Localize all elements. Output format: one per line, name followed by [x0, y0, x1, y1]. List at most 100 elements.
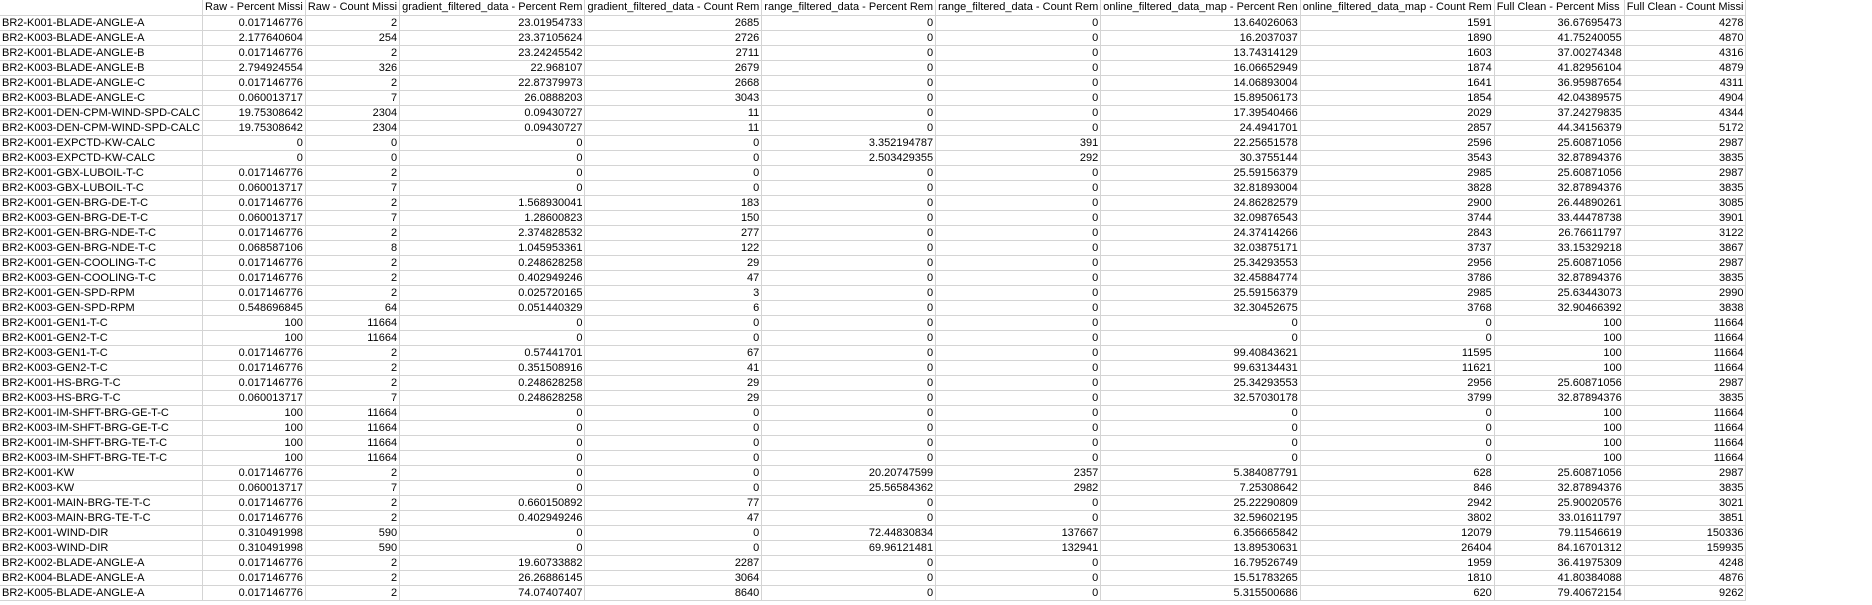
- cell-fullclean-count-missing[interactable]: 3867: [1624, 240, 1747, 256]
- cell-online-count-removed[interactable]: 2942: [1300, 495, 1495, 511]
- cell-gradient-percent-removed[interactable]: 26.0888203: [399, 90, 586, 106]
- cell-range-percent-removed[interactable]: 0: [761, 450, 937, 466]
- cell-gradient-percent-removed[interactable]: 0: [399, 480, 586, 496]
- cell-range-percent-removed[interactable]: 0: [761, 285, 937, 301]
- cell-raw-percent-missing[interactable]: 0.068587106: [202, 240, 306, 256]
- cell-raw-count-missing[interactable]: 2304: [305, 105, 401, 121]
- cell-raw-count-missing[interactable]: 7: [305, 390, 401, 406]
- cell-fullclean-percent-missing[interactable]: 32.87894376: [1494, 150, 1625, 166]
- cell-fullclean-count-missing[interactable]: 3085: [1624, 195, 1747, 211]
- cell-online-percent-removed[interactable]: 32.45884774: [1100, 270, 1301, 286]
- cell-fullclean-percent-missing[interactable]: 37.24279835: [1494, 105, 1625, 121]
- cell-fullclean-count-missing[interactable]: 3835: [1624, 270, 1747, 286]
- cell-online-percent-removed[interactable]: 0: [1100, 450, 1301, 466]
- cell-fullclean-count-missing[interactable]: 11664: [1624, 345, 1747, 361]
- cell-row-label[interactable]: BR2-K003-GEN2-T-C: [0, 360, 204, 376]
- cell-online-count-removed[interactable]: 0: [1300, 420, 1495, 436]
- cell-raw-percent-missing[interactable]: 0.017146776: [202, 225, 306, 241]
- cell-gradient-count-removed[interactable]: 183: [584, 195, 763, 211]
- cell-fullclean-count-missing[interactable]: 11664: [1624, 360, 1747, 376]
- cell-range-count-removed[interactable]: 2982: [935, 480, 1102, 496]
- cell-row-label[interactable]: BR2-K001-BLADE-ANGLE-A: [0, 15, 204, 31]
- header-cell-raw-percent-missing[interactable]: Raw - Percent Missi: [202, 0, 306, 16]
- cell-online-count-removed[interactable]: 12079: [1300, 525, 1495, 541]
- cell-fullclean-percent-missing[interactable]: 100: [1494, 330, 1625, 346]
- cell-online-count-removed[interactable]: 2956: [1300, 375, 1495, 391]
- cell-online-count-removed[interactable]: 1591: [1300, 15, 1495, 31]
- cell-raw-count-missing[interactable]: 2: [305, 555, 401, 571]
- cell-row-label[interactable]: BR2-K001-GBX-LUBOIL-T-C: [0, 165, 204, 181]
- cell-range-count-removed[interactable]: 0: [935, 240, 1102, 256]
- cell-online-count-removed[interactable]: 2956: [1300, 255, 1495, 271]
- cell-fullclean-percent-missing[interactable]: 41.80384088: [1494, 570, 1625, 586]
- cell-online-count-removed[interactable]: 1874: [1300, 60, 1495, 76]
- cell-range-count-removed[interactable]: 0: [935, 510, 1102, 526]
- cell-online-percent-removed[interactable]: 22.25651578: [1100, 135, 1301, 151]
- cell-range-count-removed[interactable]: 0: [935, 180, 1102, 196]
- cell-fullclean-percent-missing[interactable]: 25.60871056: [1494, 255, 1625, 271]
- cell-row-label[interactable]: BR2-K003-IM-SHFT-BRG-TE-T-C: [0, 450, 204, 466]
- cell-online-percent-removed[interactable]: 14.06893004: [1100, 75, 1301, 91]
- cell-row-label[interactable]: BR2-K005-BLADE-ANGLE-A: [0, 585, 204, 601]
- cell-gradient-percent-removed[interactable]: 0: [399, 330, 586, 346]
- cell-gradient-percent-removed[interactable]: 19.60733882: [399, 555, 586, 571]
- cell-range-count-removed[interactable]: 0: [935, 315, 1102, 331]
- cell-range-percent-removed[interactable]: 0: [761, 270, 937, 286]
- cell-range-count-removed[interactable]: 0: [935, 285, 1102, 301]
- cell-raw-percent-missing[interactable]: 0.017146776: [202, 270, 306, 286]
- cell-raw-count-missing[interactable]: 2: [305, 165, 401, 181]
- cell-gradient-count-removed[interactable]: 0: [584, 465, 763, 481]
- cell-row-label[interactable]: BR2-K001-GEN-COOLING-T-C: [0, 255, 204, 271]
- cell-range-count-removed[interactable]: 0: [935, 375, 1102, 391]
- cell-fullclean-percent-missing[interactable]: 84.16701312: [1494, 540, 1625, 556]
- cell-online-percent-removed[interactable]: 24.4941701: [1100, 120, 1301, 136]
- cell-row-label[interactable]: BR2-K001-DEN-CPM-WIND-SPD-CALC: [0, 105, 204, 121]
- cell-fullclean-count-missing[interactable]: 2987: [1624, 135, 1747, 151]
- cell-range-count-removed[interactable]: 0: [935, 450, 1102, 466]
- cell-fullclean-count-missing[interactable]: 3835: [1624, 390, 1747, 406]
- cell-fullclean-percent-missing[interactable]: 32.87894376: [1494, 480, 1625, 496]
- cell-fullclean-percent-missing[interactable]: 26.44890261: [1494, 195, 1625, 211]
- cell-range-percent-removed[interactable]: 0: [761, 165, 937, 181]
- cell-range-count-removed[interactable]: 0: [935, 585, 1102, 601]
- cell-range-count-removed[interactable]: 0: [935, 330, 1102, 346]
- cell-gradient-percent-removed[interactable]: 26.26886145: [399, 570, 586, 586]
- cell-online-percent-removed[interactable]: 15.51783265: [1100, 570, 1301, 586]
- cell-gradient-percent-removed[interactable]: 0: [399, 420, 586, 436]
- cell-row-label[interactable]: BR2-K001-BLADE-ANGLE-C: [0, 75, 204, 91]
- cell-raw-count-missing[interactable]: 2: [305, 225, 401, 241]
- cell-raw-percent-missing[interactable]: 2.177640604: [202, 30, 306, 46]
- cell-fullclean-percent-missing[interactable]: 32.87894376: [1494, 180, 1625, 196]
- cell-gradient-percent-removed[interactable]: 0.248628258: [399, 375, 586, 391]
- cell-online-count-removed[interactable]: 0: [1300, 330, 1495, 346]
- cell-range-count-removed[interactable]: 0: [935, 90, 1102, 106]
- cell-raw-percent-missing[interactable]: 0.060013717: [202, 180, 306, 196]
- cell-range-percent-removed[interactable]: 0: [761, 570, 937, 586]
- cell-raw-percent-missing[interactable]: 0.310491998: [202, 525, 306, 541]
- cell-range-count-removed[interactable]: 0: [935, 225, 1102, 241]
- cell-raw-percent-missing[interactable]: 0.060013717: [202, 210, 306, 226]
- cell-raw-percent-missing[interactable]: 0.310491998: [202, 540, 306, 556]
- cell-gradient-percent-removed[interactable]: 0: [399, 450, 586, 466]
- cell-gradient-count-removed[interactable]: 47: [584, 270, 763, 286]
- cell-range-count-removed[interactable]: 0: [935, 45, 1102, 61]
- cell-gradient-count-removed[interactable]: 0: [584, 405, 763, 421]
- cell-online-percent-removed[interactable]: 13.74314129: [1100, 45, 1301, 61]
- cell-gradient-percent-removed[interactable]: 23.37105624: [399, 30, 586, 46]
- cell-raw-count-missing[interactable]: 326: [305, 60, 401, 76]
- cell-range-count-removed[interactable]: 0: [935, 210, 1102, 226]
- cell-range-count-removed[interactable]: 0: [935, 195, 1102, 211]
- cell-range-percent-removed[interactable]: 0: [761, 345, 937, 361]
- cell-range-percent-removed[interactable]: 0: [761, 60, 937, 76]
- cell-fullclean-count-missing[interactable]: 11664: [1624, 315, 1747, 331]
- cell-online-percent-removed[interactable]: 0: [1100, 405, 1301, 421]
- cell-range-percent-removed[interactable]: 0: [761, 90, 937, 106]
- cell-range-percent-removed[interactable]: 0: [761, 15, 937, 31]
- cell-range-percent-removed[interactable]: 0: [761, 225, 937, 241]
- cell-gradient-percent-removed[interactable]: 0: [399, 540, 586, 556]
- cell-range-percent-removed[interactable]: 0: [761, 30, 937, 46]
- cell-gradient-percent-removed[interactable]: 0: [399, 465, 586, 481]
- cell-raw-count-missing[interactable]: 2: [305, 375, 401, 391]
- cell-raw-count-missing[interactable]: 7: [305, 210, 401, 226]
- cell-raw-percent-missing[interactable]: 100: [202, 315, 306, 331]
